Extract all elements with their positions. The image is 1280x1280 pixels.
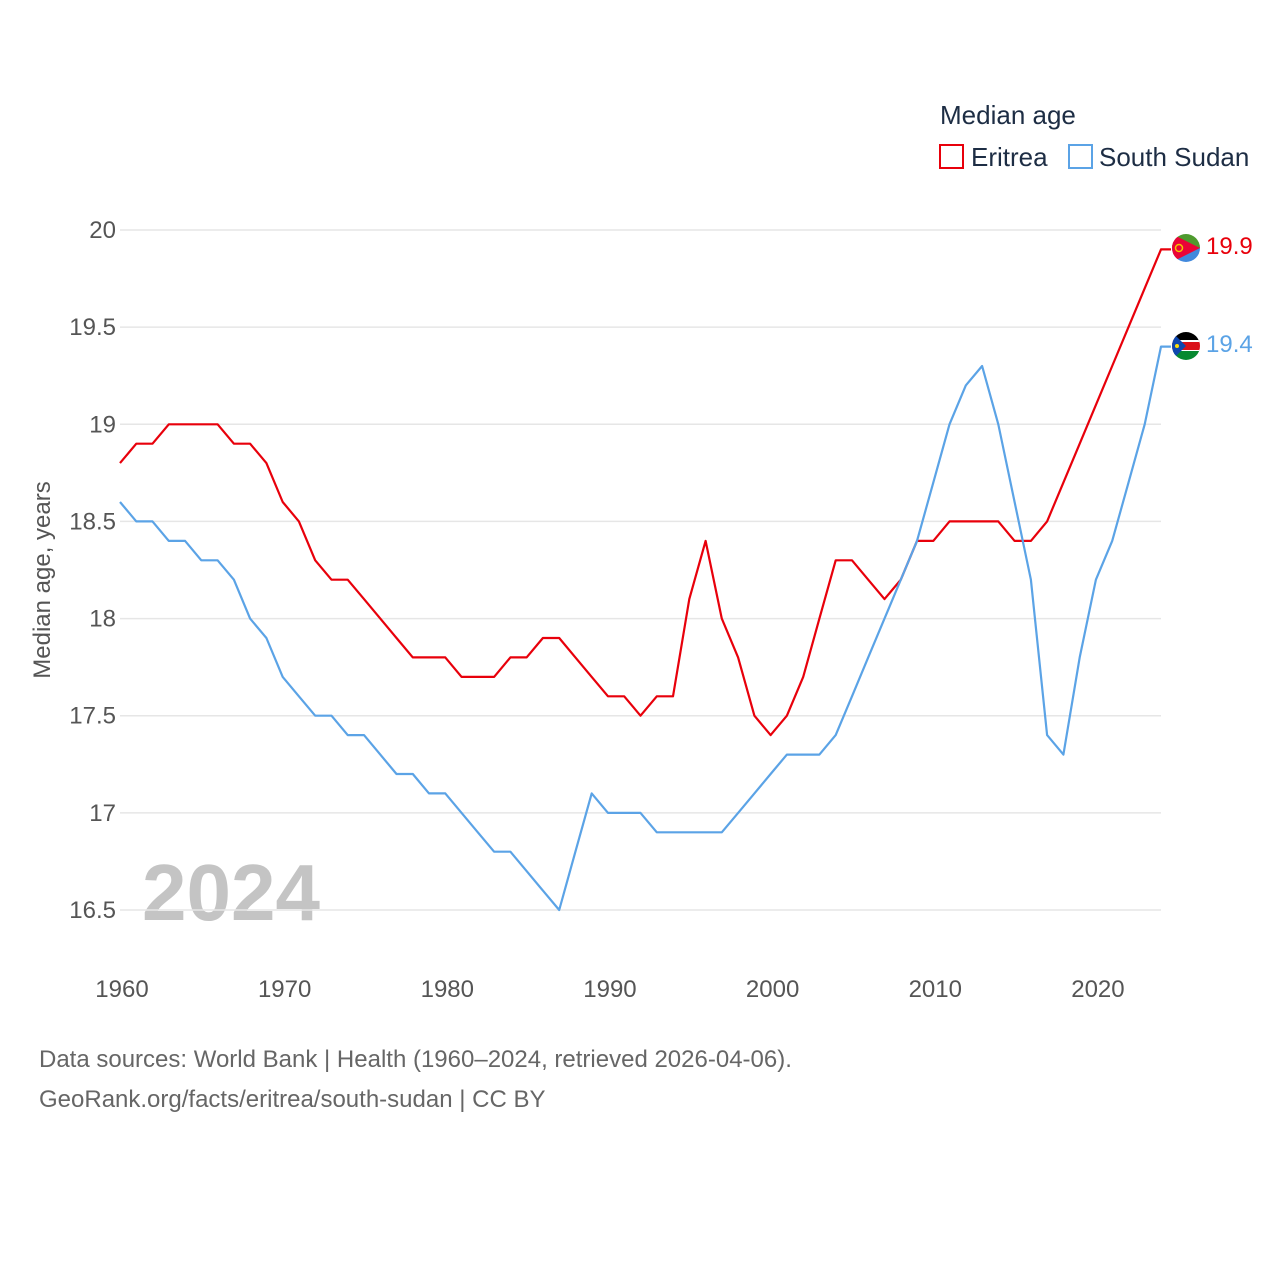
x-axis-ticks: 1960 1970 1980 1990 2000 2010 2020 (95, 976, 1124, 1003)
footer: Data sources: World Bank | Health (1960–… (39, 1040, 792, 1120)
legend-label-south-sudan: South Sudan (1099, 142, 1249, 172)
eritrea-flag-icon (1172, 234, 1200, 262)
y-tick-label: 19 (89, 411, 116, 438)
series-line-eritrea[interactable] (119, 248, 1171, 737)
x-tick-label: 2010 (909, 976, 962, 1003)
series-line-south-sudan[interactable] (119, 345, 1171, 912)
south-sudan-end-value: 19.4 (1206, 331, 1253, 358)
series-lines (119, 248, 1171, 912)
y-tick-label: 18.5 (69, 508, 116, 535)
year-watermark: 2024 (142, 848, 320, 937)
y-axis-title: Median age, years (29, 481, 56, 678)
x-tick-label: 2000 (746, 976, 799, 1003)
legend-item-south-sudan[interactable]: South Sudan (1068, 142, 1249, 172)
eritrea-end-value: 19.9 (1206, 233, 1253, 260)
y-tick-label: 16.5 (69, 897, 116, 924)
south-sudan-flag-icon (1172, 332, 1200, 360)
x-tick-label: 1990 (583, 976, 636, 1003)
attribution-link[interactable]: GeoRank.org/facts/eritrea/south-sudan | … (39, 1086, 546, 1113)
x-tick-label: 2020 (1071, 976, 1124, 1003)
gridlines (120, 229, 1161, 911)
legend-label-eritrea: Eritrea (971, 142, 1048, 172)
median-age-chart: Median age Eritrea South Sudan 2024 Medi… (29, 100, 1253, 1003)
legend-swatch-south-sudan (1068, 144, 1093, 169)
legend: Median age Eritrea South Sudan (939, 100, 1249, 172)
x-tick-label: 1980 (421, 976, 474, 1003)
y-tick-label: 18 (89, 606, 116, 633)
data-sources-text: Data sources: World Bank | Health (1960–… (39, 1046, 792, 1073)
y-axis-ticks: 16.5 17 17.5 18 18.5 19 19.5 20 (69, 217, 116, 924)
legend-swatch-eritrea (939, 144, 964, 169)
legend-title: Median age (940, 100, 1076, 130)
y-tick-label: 19.5 (69, 314, 116, 341)
y-tick-label: 17.5 (69, 703, 116, 730)
x-tick-label: 1970 (258, 976, 311, 1003)
x-tick-label: 1960 (95, 976, 148, 1003)
y-tick-label: 20 (89, 217, 116, 244)
y-tick-label: 17 (89, 800, 116, 827)
legend-item-eritrea[interactable]: Eritrea (939, 142, 1048, 172)
